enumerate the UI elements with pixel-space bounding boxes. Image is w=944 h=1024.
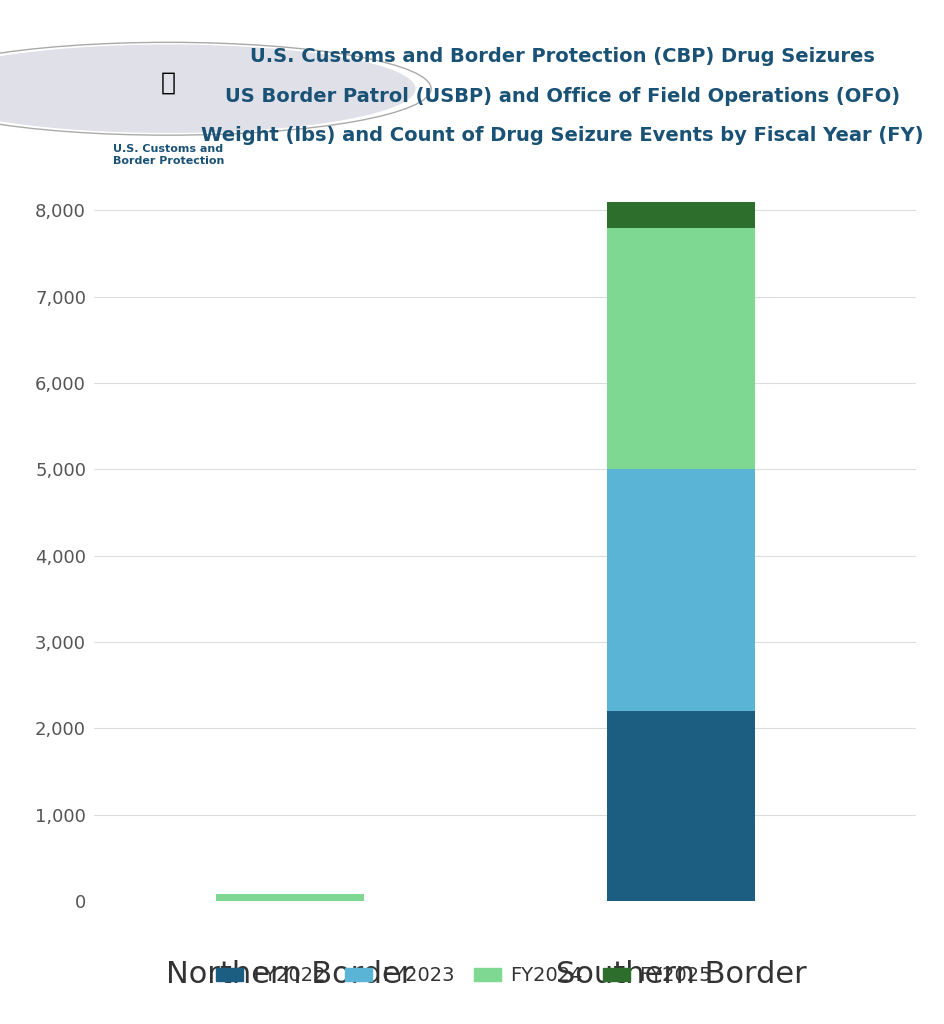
Legend: FY2022, FY2023, FY2024, FY2025: FY2022, FY2023, FY2024, FY2025 [208,958,720,993]
Circle shape [0,45,414,132]
Bar [607,227,755,469]
Bar [607,711,755,901]
Bar [607,469,755,711]
Bar [607,202,755,227]
Text: US Border Patrol (USBP) and Office of Field Operations (OFO): US Border Patrol (USBP) and Office of Fi… [225,86,900,105]
Text: Weight (lbs) and Count of Drug Seizure Events by Fiscal Year (FY): Weight (lbs) and Count of Drug Seizure E… [201,126,924,144]
Text: 🦅: 🦅 [160,71,176,95]
Text: Southern Border: Southern Border [556,959,806,989]
Bar [215,894,364,901]
Text: U.S. Customs and Border Protection (CBP) Drug Seizures: U.S. Customs and Border Protection (CBP)… [250,47,875,67]
Text: U.S. Customs and
Border Protection: U.S. Customs and Border Protection [112,143,224,166]
Text: Northern Border: Northern Border [166,959,413,989]
